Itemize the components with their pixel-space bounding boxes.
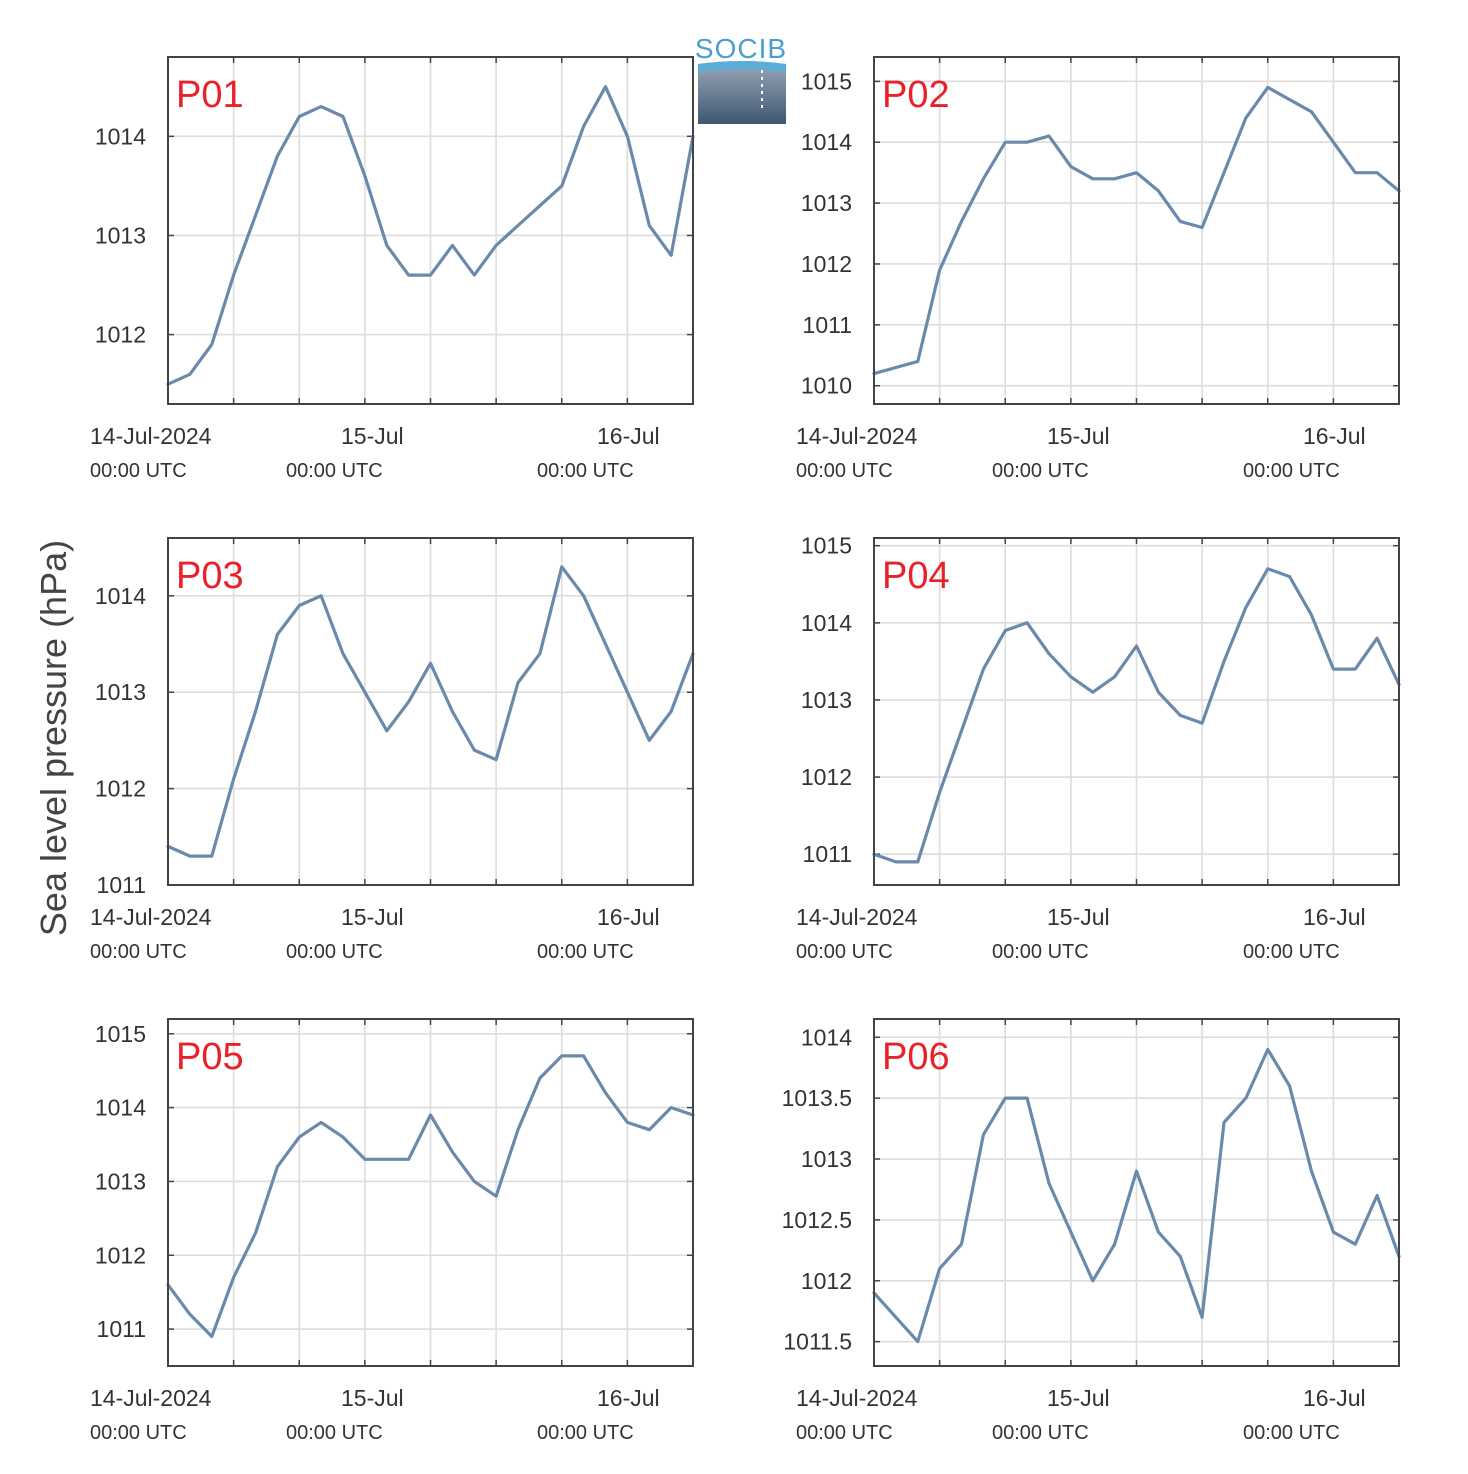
y-tick-label: 1012: [801, 1268, 852, 1294]
y-tick-label: 1013: [95, 1168, 146, 1194]
x-tick-sublabel: 00:00 UTC: [90, 1422, 187, 1444]
panel-p01: 1012 1013 1014 14-Jul-2024 00:00 UTC 15-Jul 00…: [90, 56, 695, 482]
x-tick-label: 14-Jul-2024: [796, 904, 918, 930]
x-tick-label: 16-Jul: [1303, 423, 1366, 449]
x-tick-label: 14-Jul-2024: [796, 1385, 918, 1411]
x-tick-label: 15-Jul: [1047, 904, 1110, 930]
panel-label-p05: P05: [176, 1036, 244, 1078]
y-tick-label: 1013.5: [782, 1085, 852, 1111]
x-tick-label: 14-Jul-2024: [90, 904, 212, 930]
x-tick-sublabel: 00:00 UTC: [1243, 1422, 1340, 1444]
y-tick-label: 1012.5: [782, 1207, 852, 1233]
y-tick-label: 1011: [97, 1316, 146, 1342]
x-tick-sublabel: 00:00 UTC: [537, 1422, 634, 1444]
y-tick-label: 1014: [95, 1095, 146, 1121]
y-tick-label: 1014: [95, 123, 146, 149]
x-tick-sublabel: 00:00 UTC: [992, 460, 1089, 482]
x-tick-label: 16-Jul: [1303, 904, 1366, 930]
axes-frame: [873, 1018, 1400, 1367]
y-tick-label: 1012: [801, 251, 852, 277]
y-tick-label: 1011.5: [783, 1329, 852, 1355]
y-tick-label: 1015: [95, 1021, 146, 1047]
series-line-p04: [872, 567, 1401, 864]
y-tick-label: 1012: [95, 776, 146, 802]
x-tick-label: 16-Jul: [597, 1385, 660, 1411]
y-tick-label: 1013: [95, 679, 146, 705]
y-tick-label: 1012: [95, 1242, 146, 1268]
x-tick-label: 14-Jul-2024: [90, 423, 212, 449]
x-tick-sublabel: 00:00 UTC: [286, 1422, 383, 1444]
x-tick-label: 16-Jul: [1303, 1385, 1366, 1411]
y-tick-label: 1015: [801, 68, 852, 94]
panel-p04: 1011 1012 1013 1014 1015 14-Jul-2024 00:00 UTC…: [796, 533, 1401, 963]
axes-frame: [167, 537, 694, 886]
x-tick-label: 14-Jul-2024: [796, 423, 918, 449]
y-axis-label: Sea level pressure (hPa): [33, 540, 74, 936]
panel-label-p01: P01: [176, 74, 244, 116]
x-tick-sublabel: 00:00 UTC: [90, 460, 187, 482]
logo-sea-icon: [698, 61, 786, 72]
x-tick-sublabel: 00:00 UTC: [796, 941, 893, 963]
y-tick-label: 1014: [801, 1024, 852, 1050]
panel-p03: 1011 1012 1013 1014 14-Jul-2024 00:00 UTC 15-J…: [90, 537, 695, 963]
x-tick-sublabel: 00:00 UTC: [90, 941, 187, 963]
logo-text: SOCIB: [695, 33, 787, 64]
axes-frame: [167, 56, 694, 405]
panels: 1012 1013 1014 14-Jul-2024 00:00 UTC 15-Jul 00…: [90, 56, 1401, 1444]
x-tick-sublabel: 00:00 UTC: [992, 1422, 1089, 1444]
y-tick-label: 1013: [801, 190, 852, 216]
y-tick-label: 1014: [801, 610, 852, 636]
x-tick-label: 16-Jul: [597, 904, 660, 930]
series-line-p01: [166, 85, 695, 386]
series-line-p02: [872, 85, 1401, 376]
axes-frame: [167, 1018, 694, 1367]
x-tick-label: 15-Jul: [341, 904, 404, 930]
y-tick-label: 1011: [97, 872, 146, 898]
x-tick-sublabel: 00:00 UTC: [286, 460, 383, 482]
x-tick-sublabel: 00:00 UTC: [1243, 460, 1340, 482]
socib-logo: SOCIB: [695, 33, 787, 124]
x-tick-sublabel: 00:00 UTC: [537, 460, 634, 482]
logo-wave-icon: [698, 61, 786, 124]
y-tick-label: 1013: [801, 687, 852, 713]
y-tick-label: 1010: [801, 373, 852, 399]
series-line-p03: [166, 565, 695, 858]
axes-frame: [873, 56, 1400, 405]
x-tick-sublabel: 00:00 UTC: [796, 1422, 893, 1444]
x-tick-label: 16-Jul: [597, 423, 660, 449]
y-tick-label: 1011: [803, 841, 852, 867]
x-tick-label: 15-Jul: [1047, 1385, 1110, 1411]
x-tick-label: 15-Jul: [341, 1385, 404, 1411]
x-tick-sublabel: 00:00 UTC: [992, 941, 1089, 963]
x-tick-sublabel: 00:00 UTC: [796, 460, 893, 482]
panel-p05: 1011 1012 1013 1014 1015 14-Jul-2024 00:00 UTC…: [90, 1018, 695, 1444]
panel-p02: 1010 1011 1012 1013 1014 1015 14-Jul-2024 00:00…: [796, 56, 1401, 482]
series-line-p06: [872, 1047, 1401, 1344]
y-tick-label: 1014: [95, 583, 146, 609]
axes-frame: [873, 537, 1400, 886]
y-tick-label: 1014: [801, 129, 852, 155]
panel-label-p04: P04: [882, 555, 950, 597]
series-line-p05: [166, 1054, 695, 1339]
y-tick-label: 1013: [95, 222, 146, 248]
panel-label-p06: P06: [882, 1036, 950, 1078]
y-tick-label: 1015: [801, 533, 852, 559]
y-tick-label: 1011: [803, 312, 852, 338]
panel-p06: 1011.5 1012 1012.5 1013 1013.5 1014 14-Jul-202…: [782, 1018, 1401, 1444]
x-tick-label: 15-Jul: [1047, 423, 1110, 449]
x-tick-sublabel: 00:00 UTC: [537, 941, 634, 963]
x-tick-sublabel: 00:00 UTC: [1243, 941, 1340, 963]
panel-label-p02: P02: [882, 74, 950, 116]
x-tick-label: 14-Jul-2024: [90, 1385, 212, 1411]
panel-label-p03: P03: [176, 555, 244, 597]
x-tick-label: 15-Jul: [341, 423, 404, 449]
y-tick-label: 1012: [801, 764, 852, 790]
x-tick-sublabel: 00:00 UTC: [286, 941, 383, 963]
y-tick-label: 1013: [801, 1146, 852, 1172]
y-tick-label: 1012: [95, 322, 146, 348]
